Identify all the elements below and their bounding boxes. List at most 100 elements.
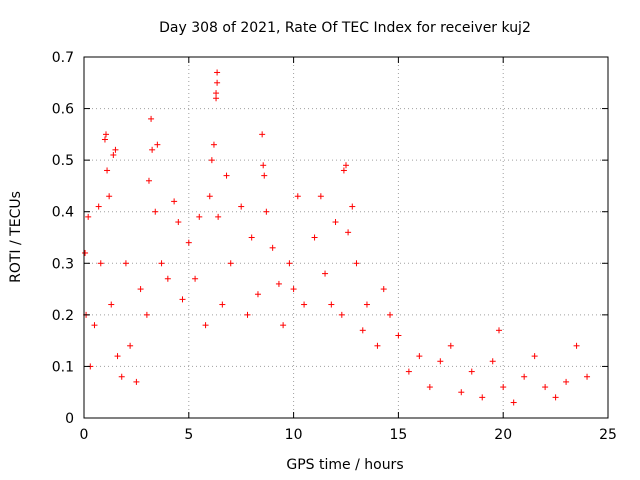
data-point xyxy=(416,353,423,360)
data-point xyxy=(275,280,282,287)
data-point xyxy=(426,384,433,391)
data-point xyxy=(91,322,98,329)
data-point xyxy=(489,358,496,365)
data-point xyxy=(437,358,444,365)
data-point xyxy=(405,368,412,375)
data-point xyxy=(127,342,134,349)
data-point xyxy=(196,213,203,220)
data-point xyxy=(208,157,215,164)
data-point xyxy=(395,332,402,339)
data-point xyxy=(317,193,324,200)
data-point xyxy=(349,203,356,210)
x-tick-label: 20 xyxy=(494,427,512,443)
data-point xyxy=(97,260,104,267)
data-point xyxy=(122,260,129,267)
data-point xyxy=(552,394,559,401)
data-point xyxy=(343,162,349,169)
data-point xyxy=(244,311,251,318)
data-point xyxy=(103,131,110,138)
data-point xyxy=(322,270,329,277)
x-tick-label: 0 xyxy=(80,427,89,443)
y-tick-label: 0 xyxy=(65,411,74,427)
data-point xyxy=(363,301,370,308)
data-point xyxy=(112,146,119,153)
data-point xyxy=(213,90,220,97)
data-point xyxy=(82,249,89,256)
data-point xyxy=(214,69,221,76)
data-point xyxy=(95,203,102,210)
data-point xyxy=(286,260,293,267)
data-point xyxy=(214,79,221,86)
data-point xyxy=(531,353,538,360)
data-point xyxy=(206,193,213,200)
y-tick-label: 0.3 xyxy=(52,256,74,272)
x-tick-label: 15 xyxy=(389,427,407,443)
data-point xyxy=(152,208,159,215)
data-point xyxy=(110,151,117,158)
data-point xyxy=(280,322,287,329)
data-point xyxy=(311,234,318,241)
y-tick-label: 0.6 xyxy=(52,102,74,118)
data-point xyxy=(359,327,366,334)
data-point xyxy=(542,384,549,391)
data-point xyxy=(85,213,92,220)
data-point xyxy=(573,342,580,349)
data-point xyxy=(104,167,111,174)
data-point xyxy=(496,327,503,334)
data-point xyxy=(223,172,230,179)
data-point xyxy=(158,260,165,267)
data-point xyxy=(290,286,297,293)
data-point xyxy=(108,301,115,308)
y-tick-label: 0.7 xyxy=(52,50,74,66)
data-point xyxy=(101,136,108,143)
data-point xyxy=(192,275,199,282)
data-point xyxy=(114,353,121,360)
axes: 0 5 10 15 20 25 0 0.1 0.2 0.3 0.4 0.5 0.6 0.7 xyxy=(52,50,617,443)
y-tick-label: 0.5 xyxy=(52,153,74,169)
data-point xyxy=(338,311,345,318)
data-point xyxy=(345,229,352,236)
data-point xyxy=(260,162,267,169)
y-tick-label: 0.1 xyxy=(52,359,74,375)
data-point xyxy=(380,286,387,293)
data-point xyxy=(468,368,475,375)
data-point xyxy=(213,95,220,102)
data-point xyxy=(254,291,261,298)
data-point xyxy=(179,296,186,303)
data-point xyxy=(458,389,465,396)
data-point xyxy=(269,244,276,251)
plot-frame xyxy=(83,56,609,419)
data-point xyxy=(332,219,339,226)
data-point xyxy=(143,311,150,318)
data-point xyxy=(171,198,178,205)
data-point xyxy=(137,286,144,293)
grid-lines xyxy=(84,57,608,418)
x-tick-label: 25 xyxy=(599,427,617,443)
y-tick-label: 0.2 xyxy=(52,308,74,324)
x-axis-label: GPS time / hours xyxy=(286,457,403,473)
data-point xyxy=(202,322,209,329)
data-point xyxy=(301,301,308,308)
data-point xyxy=(374,342,381,349)
data-point xyxy=(447,342,454,349)
data-point xyxy=(106,193,113,200)
data-point xyxy=(521,373,528,380)
data-point xyxy=(261,172,268,179)
data-point xyxy=(353,260,360,267)
data-point xyxy=(148,115,155,122)
data-point xyxy=(149,146,156,153)
data-point xyxy=(175,219,182,226)
data-point xyxy=(263,208,270,215)
data-point xyxy=(510,399,517,406)
data-point xyxy=(133,378,140,385)
data-point xyxy=(387,311,394,318)
data-point xyxy=(219,301,226,308)
data-point xyxy=(500,384,507,391)
data-point xyxy=(479,394,486,401)
data-point xyxy=(294,193,301,200)
data-point xyxy=(145,177,152,184)
data-point xyxy=(164,275,171,282)
data-point xyxy=(118,373,125,380)
x-tick-label: 5 xyxy=(184,427,193,443)
